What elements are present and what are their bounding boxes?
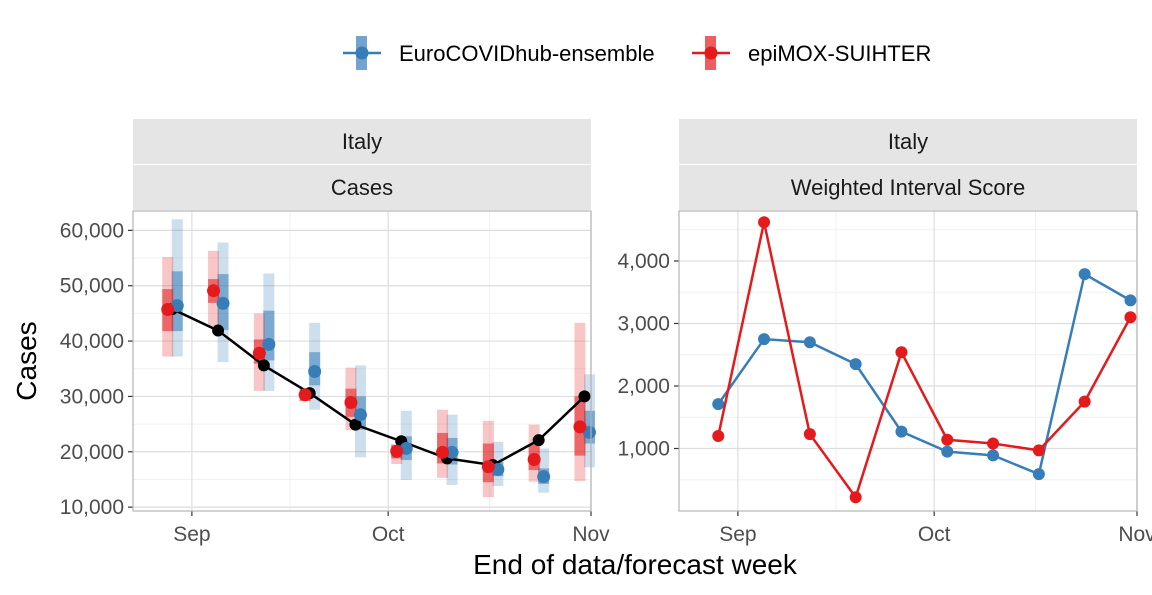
- y-axis-title: Cases: [11, 321, 42, 400]
- truth-point: [578, 390, 591, 403]
- ensemble-wis-point: [1124, 294, 1137, 307]
- wis-y-tick-label: 3,000: [617, 313, 670, 336]
- ensemble-inner-interval: [263, 310, 275, 361]
- wis-y-tick-label: 1,000: [617, 438, 670, 461]
- cases-y-tick-label: 30,000: [60, 385, 124, 408]
- wis-y-tick-label: 2,000: [617, 375, 670, 398]
- right-strip-bottom-label: Weighted Interval Score: [791, 175, 1025, 200]
- epimox-wis-point: [1124, 311, 1137, 324]
- cases-y-tick-label: 20,000: [60, 441, 124, 464]
- epimox-wis-point: [895, 346, 908, 359]
- right-strip-top-bg: [679, 119, 1137, 164]
- legend-item-ensemble: EuroCOVIDhub-ensemble: [343, 36, 655, 70]
- epimox-median-point: [161, 303, 175, 317]
- legend-ensemble-swatch-point: [355, 46, 369, 60]
- epimox-median-point: [252, 346, 266, 360]
- cases-x-tick-label: Nov: [572, 523, 610, 546]
- epimox-wis-point: [849, 491, 862, 504]
- ensemble-median-point: [262, 337, 276, 351]
- cases-y-tick-label: 50,000: [60, 275, 124, 298]
- left-strip-bottom-bg: [133, 165, 591, 210]
- epimox-median-point: [298, 388, 312, 402]
- ensemble-wis-line: [717, 272, 1132, 476]
- legend-epimox-label: epiMOX-SUIHTER: [748, 41, 931, 66]
- ensemble-median-point: [216, 296, 230, 310]
- truth-point: [212, 324, 225, 337]
- epimox-median-point: [390, 444, 404, 458]
- wis-x-tick-label: Oct: [918, 523, 951, 546]
- ensemble-wis-point: [895, 425, 908, 438]
- left-strip-bottom-label: Cases: [331, 175, 393, 200]
- truth-point: [349, 418, 362, 431]
- truth-point: [257, 359, 270, 372]
- ensemble-wis-point: [987, 449, 1000, 462]
- left-strip-top-bg: [133, 119, 591, 164]
- ensemble-median-point: [445, 445, 459, 459]
- epimox-median-point: [573, 420, 587, 434]
- truth-line: [171, 307, 586, 467]
- epimox-wis-point: [1032, 444, 1045, 457]
- cases-y-tick-label: 10,000: [60, 496, 124, 519]
- x-axis-title: End of data/forecast week: [473, 549, 798, 580]
- epimox-wis-point: [758, 216, 771, 229]
- ensemble-median-point: [308, 365, 322, 379]
- epimox-wis-line: [717, 221, 1132, 500]
- epimox-wis-point: [1078, 395, 1091, 408]
- epimox-wis-point: [803, 428, 816, 441]
- cases-panel-border: [132, 210, 592, 512]
- ensemble-median-point: [353, 408, 367, 422]
- epimox-median-point: [527, 453, 541, 467]
- ensemble-wis-point: [1078, 268, 1091, 281]
- ensemble-wis-point: [758, 333, 771, 346]
- epimox-median-point: [207, 284, 221, 298]
- epimox-median-point: [481, 460, 495, 474]
- ensemble-wis-point: [803, 336, 816, 349]
- right-strip-bottom-bg: [679, 165, 1137, 210]
- epimox-wis-point: [941, 433, 954, 446]
- epimox-median-point: [436, 445, 450, 459]
- epimox-wis-point: [712, 430, 725, 442]
- right-panel-strips: Italy Weighted Interval Score: [679, 119, 1137, 210]
- wis-y-tick-label: 4,000: [617, 250, 670, 273]
- cases-x-tick-label: Sep: [173, 523, 210, 546]
- wis-panel: 1,000 2,000 3,000 4,000 Sep Oct Nov: [617, 210, 1152, 546]
- ensemble-median-point: [537, 470, 551, 484]
- ensemble-wis-point: [712, 398, 725, 411]
- cases-panel: 10,000 20,000 30,000 40,000 50,000 60,000 Sep O…: [60, 210, 610, 546]
- left-panel-strips: Italy Cases: [133, 119, 591, 210]
- cases-y-tick-label: 40,000: [60, 330, 124, 353]
- legend-epimox-swatch-point: [704, 46, 718, 60]
- cases-x-tick-label: Oct: [372, 523, 405, 546]
- wis-x-tick-label: Nov: [1118, 523, 1152, 546]
- wis-x-tick-label: Sep: [719, 523, 756, 546]
- legend-ensemble-label: EuroCOVIDhub-ensemble: [399, 41, 655, 66]
- wis-panel-border: [678, 210, 1138, 512]
- ensemble-wis-point: [941, 445, 954, 458]
- ensemble-wis-point: [849, 358, 862, 371]
- legend-item-epimox: epiMOX-SUIHTER: [692, 36, 931, 70]
- cases-y-tick-label: 60,000: [60, 219, 124, 242]
- right-strip-top-label: Italy: [888, 129, 928, 154]
- ensemble-wis-point: [1032, 468, 1045, 481]
- epimox-median-point: [344, 396, 358, 410]
- left-strip-top-label: Italy: [342, 129, 382, 154]
- ensemble-median-point: [582, 425, 596, 439]
- truth-point: [532, 434, 545, 447]
- epimox-wis-point: [987, 437, 1000, 450]
- legend: EuroCOVIDhub-ensemble epiMOX-SUIHTER: [343, 36, 931, 70]
